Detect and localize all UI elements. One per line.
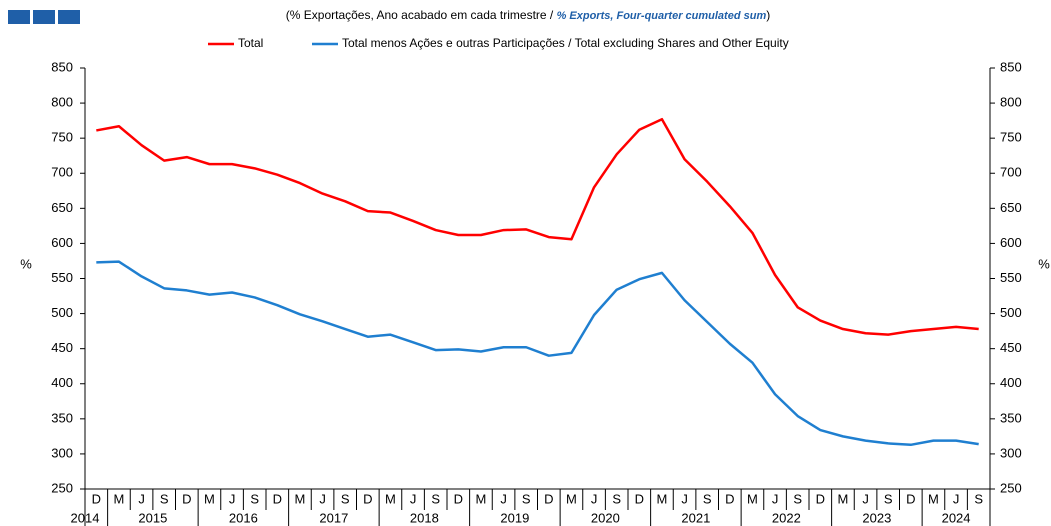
x-tick-label: M xyxy=(114,491,125,506)
x-tick-label: S xyxy=(974,491,983,506)
x-tick-label: M xyxy=(385,491,396,506)
year-label: 2016 xyxy=(229,510,258,525)
x-tick-label: S xyxy=(250,491,259,506)
x-tick-label: M xyxy=(476,491,487,506)
x-tick-label: J xyxy=(138,491,145,506)
y-tick-label: 250 xyxy=(51,480,73,495)
year-label: 2020 xyxy=(591,510,620,525)
subtitle-en: % Exports, Four-quarter cumulated sum xyxy=(557,10,767,22)
year-label: 2014 xyxy=(71,510,100,525)
series-line xyxy=(96,260,979,447)
x-tick-label: J xyxy=(500,491,507,506)
y2-tick-label: 600 xyxy=(1000,235,1022,250)
y2-tick-label: 700 xyxy=(1000,165,1022,180)
year-label: 2024 xyxy=(942,510,971,525)
y-tick-label: 400 xyxy=(51,375,73,390)
y2-tick-label: 300 xyxy=(1000,445,1022,460)
x-tick-label: J xyxy=(862,491,869,506)
subtitle-close: ) xyxy=(766,8,770,22)
x-tick-label: S xyxy=(884,491,893,506)
y-axis-label: % xyxy=(20,256,32,271)
x-tick-label: J xyxy=(772,491,779,506)
y2-axis-label: % xyxy=(1038,256,1050,271)
y-tick-label: 600 xyxy=(51,235,73,250)
series-line xyxy=(96,117,979,336)
y-tick-label: 800 xyxy=(51,95,73,110)
y2-tick-label: 550 xyxy=(1000,270,1022,285)
logo-block xyxy=(33,10,55,24)
x-tick-label: J xyxy=(681,491,688,506)
x-tick-label: M xyxy=(657,491,668,506)
y-tick-label: 850 xyxy=(51,59,73,74)
x-tick-label: J xyxy=(319,491,326,506)
x-tick-label: M xyxy=(204,491,215,506)
y-tick-label: 500 xyxy=(51,305,73,320)
y2-tick-label: 800 xyxy=(1000,95,1022,110)
y-tick-label: 750 xyxy=(51,130,73,145)
x-tick-label: D xyxy=(454,491,463,506)
x-tick-label: J xyxy=(591,491,598,506)
y2-tick-label: 450 xyxy=(1000,340,1022,355)
y2-tick-label: 350 xyxy=(1000,410,1022,425)
y2-tick-label: 850 xyxy=(1000,59,1022,74)
x-tick-label: D xyxy=(816,491,825,506)
year-label: 2017 xyxy=(319,510,348,525)
y-tick-label: 450 xyxy=(51,340,73,355)
x-tick-label: J xyxy=(953,491,960,506)
x-tick-label: S xyxy=(341,491,350,506)
logo-block xyxy=(58,10,80,24)
y-tick-label: 350 xyxy=(51,410,73,425)
x-tick-label: D xyxy=(635,491,644,506)
logo-block xyxy=(8,10,30,24)
year-label: 2015 xyxy=(138,510,167,525)
legend-label: Total menos Ações e outras Participações… xyxy=(342,36,789,50)
x-tick-label: M xyxy=(295,491,306,506)
x-tick-label: S xyxy=(703,491,712,506)
y2-tick-label: 650 xyxy=(1000,200,1022,215)
x-tick-label: D xyxy=(544,491,553,506)
x-tick-label: M xyxy=(838,491,849,506)
y-tick-label: 650 xyxy=(51,200,73,215)
x-tick-label: S xyxy=(522,491,531,506)
y2-tick-label: 250 xyxy=(1000,480,1022,495)
subtitle: (% Exportações, Ano acabado em cada trim… xyxy=(286,8,770,22)
year-label: 2019 xyxy=(500,510,529,525)
x-tick-label: D xyxy=(363,491,372,506)
x-tick-label: S xyxy=(793,491,802,506)
x-tick-label: S xyxy=(431,491,440,506)
year-label: 2021 xyxy=(681,510,710,525)
y-tick-label: 550 xyxy=(51,270,73,285)
year-label: 2022 xyxy=(772,510,801,525)
x-tick-label: D xyxy=(273,491,282,506)
x-tick-label: S xyxy=(160,491,169,506)
x-tick-label: M xyxy=(928,491,939,506)
x-tick-label: M xyxy=(566,491,577,506)
x-tick-label: J xyxy=(410,491,417,506)
legend-label: Total xyxy=(238,36,263,50)
y2-tick-label: 750 xyxy=(1000,130,1022,145)
year-label: 2023 xyxy=(862,510,891,525)
x-tick-label: M xyxy=(747,491,758,506)
subtitle-pt: (% Exportações, Ano acabado em cada trim… xyxy=(286,8,554,22)
y-tick-label: 700 xyxy=(51,165,73,180)
x-tick-label: D xyxy=(725,491,734,506)
x-tick-label: D xyxy=(182,491,191,506)
x-tick-label: J xyxy=(229,491,236,506)
y2-tick-label: 500 xyxy=(1000,305,1022,320)
y2-tick-label: 400 xyxy=(1000,375,1022,390)
x-tick-label: S xyxy=(612,491,621,506)
x-tick-label: D xyxy=(92,491,101,506)
x-tick-label: D xyxy=(906,491,915,506)
year-label: 2018 xyxy=(410,510,439,525)
y-tick-label: 300 xyxy=(51,445,73,460)
